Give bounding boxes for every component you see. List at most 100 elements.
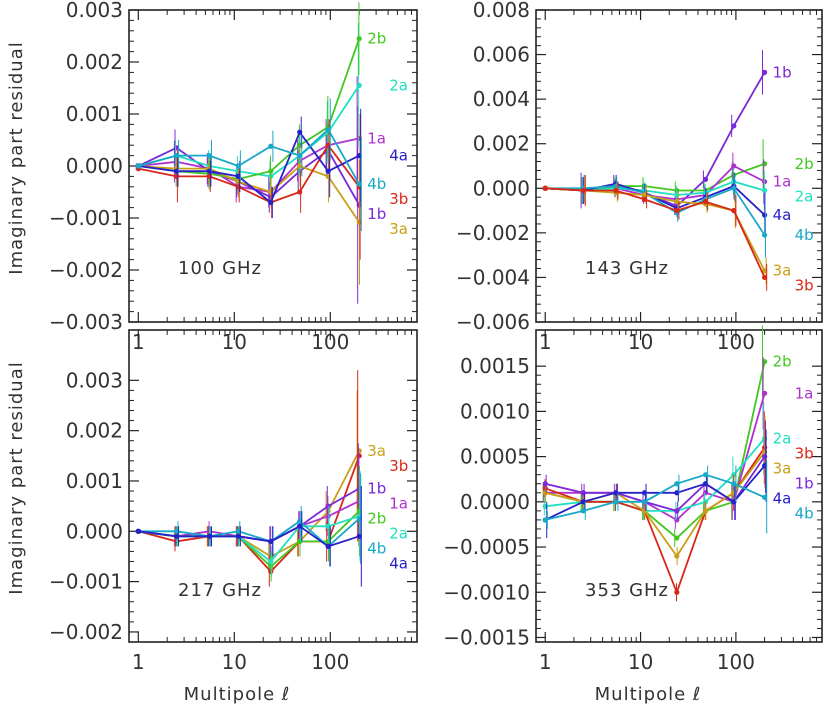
panel-4-data-point	[542, 481, 548, 487]
panel-1-data-point	[268, 168, 274, 174]
panel-4-series-label: 1a	[795, 384, 814, 402]
panel-1-data-point	[356, 153, 362, 159]
panel-3-xtick-label: 1	[132, 650, 145, 674]
panel-1-data-point	[206, 153, 212, 159]
panel-3-series-3b	[135, 370, 362, 587]
panel-1-series-line	[138, 143, 360, 204]
panel-3-data-point	[235, 533, 241, 539]
panel-3-data-point	[173, 533, 180, 539]
panel-4-ytick-label: 0.0010	[460, 399, 530, 423]
panel-4-ytick-label: 0.0005	[460, 445, 530, 469]
panel-4-xtick-label: 100	[717, 650, 755, 674]
panel-1-series-line	[138, 130, 360, 204]
panel-1-series-label: 4a	[389, 147, 408, 165]
panel-4-data-point	[731, 481, 737, 487]
panel-1-data-point	[325, 168, 331, 174]
panel-4-series-label: 2b	[773, 353, 792, 371]
panel-4-ytick-label: 0.0015	[460, 354, 530, 378]
panel-2-title: 143 GHz	[585, 258, 669, 279]
x-axis-title-right: Multipole ℓ	[595, 684, 702, 705]
panel-2-series-label: 4a	[773, 206, 792, 224]
panel-1-ytick-label: 0.003	[66, 0, 123, 22]
panel-3-data-point	[268, 538, 274, 544]
panel-3-title: 217 GHz	[178, 580, 262, 601]
panel-3-data-point	[297, 518, 303, 524]
panel-3-ytick-label: −0.001	[49, 570, 123, 594]
panel-3-data-point	[356, 516, 362, 522]
panel-2-series-label: 2b	[795, 155, 814, 173]
panel-4-series-2b	[542, 325, 768, 548]
panel-4-ytick-label: −0.0015	[443, 625, 530, 649]
panel-1-series-line	[138, 164, 360, 223]
panel-3-data-point	[325, 543, 331, 549]
panel-4-ytick-label: −0.0010	[443, 580, 530, 604]
panel-3-data-point	[268, 558, 274, 565]
panel-1-data-point	[206, 168, 212, 174]
panel-4: −0.0015 −0.0010 −0.0005 0.0000 0.0005 0.0010 0…	[443, 325, 823, 674]
panel-4-data-point	[674, 508, 680, 514]
panel-1-title: 100 GHz	[178, 258, 262, 279]
panel-2-ytick-label: −0.006	[456, 310, 530, 334]
panel-2-data-point	[762, 268, 768, 274]
panel-4-data-point	[580, 499, 586, 505]
panel-4-data-point	[731, 499, 737, 505]
panel-2-data-point	[641, 192, 648, 198]
panel-3-series-label: 3a	[367, 442, 386, 460]
panel-4-data-point	[674, 535, 680, 541]
panel-2-data-point	[762, 187, 768, 194]
panel-1-ytick-label: 0.002	[66, 50, 123, 74]
panel-4-data-point	[613, 490, 619, 496]
panel-4-title: 353 GHz	[585, 580, 669, 601]
panel-1-series-label: 2b	[367, 30, 386, 48]
panel-1-series-2b	[135, 2, 362, 195]
x-axis-title-left: Multipole ℓ	[184, 684, 291, 705]
panel-4-series-line	[544, 473, 765, 521]
panel-1-ytick-label: 0.000	[66, 154, 123, 178]
panel-4-series-label: 3b	[795, 445, 814, 463]
panel-2-ytick-label: −0.004	[456, 265, 530, 289]
panel-2-data-point	[762, 232, 768, 238]
panel-1-frame	[128, 9, 418, 323]
panel-4-xtick-label: 1	[539, 650, 552, 674]
panel-1-ytick-label: −0.003	[49, 310, 123, 334]
panel-2-frame	[535, 9, 823, 323]
panel-1-data-point	[297, 189, 303, 195]
panel-1-data-point	[135, 163, 141, 169]
panel-1-data-point	[235, 173, 241, 179]
panel-1-series-4b	[135, 98, 362, 231]
panel-2-series-label: 2a	[795, 188, 814, 206]
panel-4-data-point	[674, 490, 680, 496]
panel-3-ytick-label: 0.000	[66, 519, 123, 543]
panel-2: −0.006 −0.004 −0.002 0.000 0.002 0.004 0.006 0.…	[456, 0, 823, 354]
panel-1-data-point	[235, 163, 241, 169]
panel-3: −0.002 −0.001 0.000 0.001 0.002 0.003 1 10 100 21…	[49, 329, 418, 674]
panel-2-series-label: 4b	[795, 226, 814, 244]
panel-2-data-point	[731, 163, 737, 169]
panel-1-data-point	[173, 168, 180, 174]
y-axis-title-bottom: Imaginary part residual	[6, 361, 27, 594]
panel-1-xtick-label: 1	[132, 330, 145, 354]
panel-4-data-point	[613, 499, 619, 505]
panel-4-data-point	[542, 517, 548, 523]
panel-2-data-point	[702, 199, 709, 205]
panel-3-data-point	[235, 528, 241, 534]
panel-4-data-point	[674, 517, 680, 523]
panel-4-ytick-label: −0.0005	[443, 535, 530, 559]
panel-3-ytick-label: 0.002	[66, 419, 123, 443]
panel-1-ytick-label: −0.002	[49, 258, 123, 282]
panel-2-data-point	[674, 207, 680, 214]
panel-2-ytick-label: 0.006	[473, 43, 530, 67]
panel-2-ytick-label: 0.000	[473, 176, 530, 200]
panel-2-data-point	[580, 187, 586, 194]
panel-1-series-label: 4b	[367, 175, 386, 193]
panel-3-series-label: 2b	[367, 510, 386, 528]
panel-4-frame	[535, 329, 823, 643]
panel-2-data-point	[731, 123, 737, 129]
panel-1-data-point	[297, 153, 303, 159]
panel-3-ytick-label: 0.001	[66, 469, 123, 493]
panel-2-ytick-label: 0.008	[473, 0, 530, 22]
panel-2-ytick-label: 0.004	[473, 87, 530, 111]
panel-4-series-label: 4b	[795, 505, 814, 523]
panel-3-xtick-label: 10	[222, 650, 247, 674]
